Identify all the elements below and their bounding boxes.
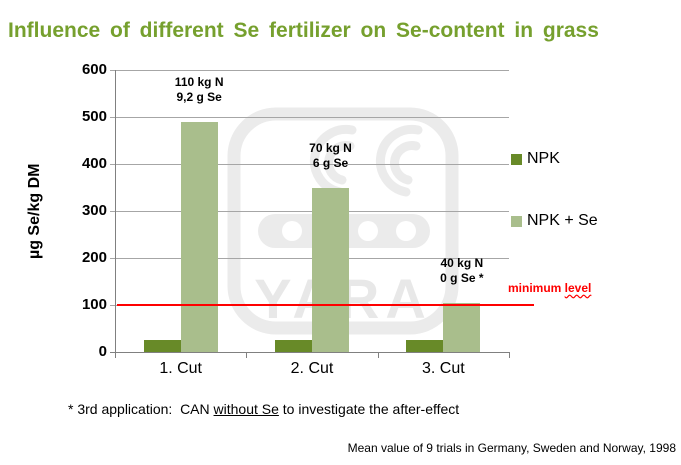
legend-swatch-icon: [511, 215, 522, 227]
footnote: * 3rd application: CAN without Se to inv…: [68, 401, 459, 417]
minimum-level-word-2: level: [564, 281, 592, 295]
annotation-line: 0 g Se *: [440, 270, 484, 285]
y-tick-label-200: 200: [81, 249, 107, 266]
gridline-100: [110, 305, 509, 306]
y-tick-label-300: 300: [81, 202, 107, 219]
bar-npk-se-2-cut: [312, 187, 349, 352]
bar-npk-2-cut: [275, 340, 312, 352]
x-axis-tick: [377, 352, 379, 358]
x-axis-tick: [246, 352, 248, 358]
y-tick-label-400: 400: [81, 155, 107, 172]
x-axis: [110, 352, 509, 353]
gridline-500: [110, 117, 509, 118]
bar-annotation-1-cut: 110 kg N 9,2 g Se: [175, 75, 224, 105]
legend-label: NPK + Se: [527, 212, 598, 229]
footnote-prefix: * 3rd application: CAN: [68, 401, 214, 417]
y-tick-label-600: 600: [81, 61, 107, 78]
x-axis-tick: [509, 352, 510, 358]
y-tick-label-100: 100: [81, 296, 107, 313]
gridline-400: [110, 164, 509, 165]
annotation-line: 6 g Se: [312, 155, 349, 170]
gridline-200: [110, 258, 509, 259]
legend-label: NPK: [527, 150, 560, 167]
bar-npk-3-cut: [406, 340, 444, 352]
x-category-label-1-cut: 1. Cut: [159, 360, 202, 377]
credit-line: Mean value of 9 trials in Germany, Swede…: [347, 441, 676, 455]
footnote-underlined-text: without Se: [213, 401, 279, 417]
x-category-label-2-cut: 2. Cut: [290, 360, 334, 377]
bar-npk-se-3-cut: [443, 302, 481, 352]
bar-npk-se-1-cut: [180, 121, 218, 352]
legend-item-npk: NPK: [511, 150, 560, 168]
x-category-label-3-cut: 3. Cut: [421, 360, 465, 377]
annotation-line: 40 kg N: [440, 255, 484, 270]
gridline-300: [110, 211, 509, 212]
y-axis: [115, 70, 116, 358]
x-axis-tick: [115, 352, 116, 358]
gridline-600: [110, 70, 509, 71]
legend-swatch-icon: [511, 153, 522, 165]
annotation-line: 110 kg N: [174, 74, 224, 89]
y-tick-label-500: 500: [81, 108, 107, 125]
legend-item-npk-se: NPK + Se: [511, 212, 598, 230]
chart-title: Influence of different Se fertilizer on …: [8, 19, 599, 42]
annotation-line: 70 kg N: [309, 140, 352, 155]
annotation-line: 9,2 g Se: [176, 89, 222, 104]
bar-npk-1-cut: [143, 340, 181, 352]
minimum-level-word-1: minimum: [508, 281, 565, 295]
viking-horns-icon: [309, 124, 423, 197]
minimum-level-label: minimum level: [508, 281, 591, 295]
y-tick-label-0: 0: [98, 343, 107, 360]
footnote-suffix: to investigate the after-effect: [278, 401, 460, 417]
minimum-level-reference-line: [117, 303, 534, 306]
